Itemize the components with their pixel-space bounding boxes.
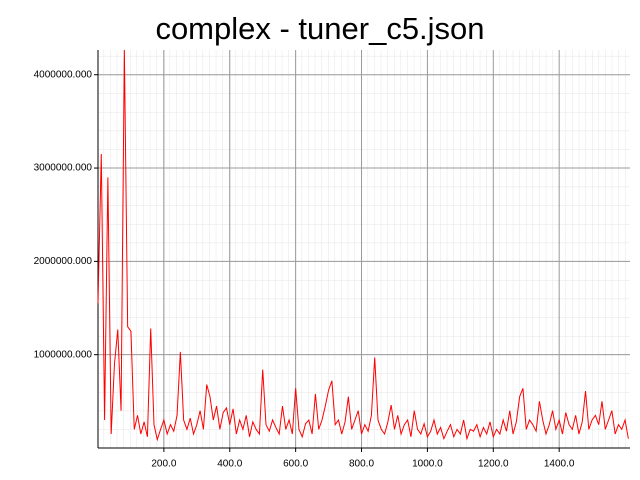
x-tick-label: 1000.0	[412, 459, 443, 470]
data-line	[97, 49, 629, 442]
y-tick-label: 2000000.000	[34, 256, 93, 267]
x-tick-label: 1200.0	[478, 459, 509, 470]
x-tick-label: 400.0	[217, 459, 242, 470]
x-tick-label: 600.0	[283, 459, 308, 470]
x-tick-label: 1400.0	[544, 459, 575, 470]
y-tick-label: 3000000.000	[34, 163, 93, 174]
x-tick-label: 200.0	[151, 459, 176, 470]
chart-title: complex - tuner_c5.json	[155, 11, 484, 46]
y-tick-label: 4000000.000	[34, 69, 93, 80]
x-tick-label: 800.0	[349, 459, 374, 470]
minor-grid	[98, 50, 630, 448]
y-tick-label: 1000000.000	[34, 349, 93, 360]
